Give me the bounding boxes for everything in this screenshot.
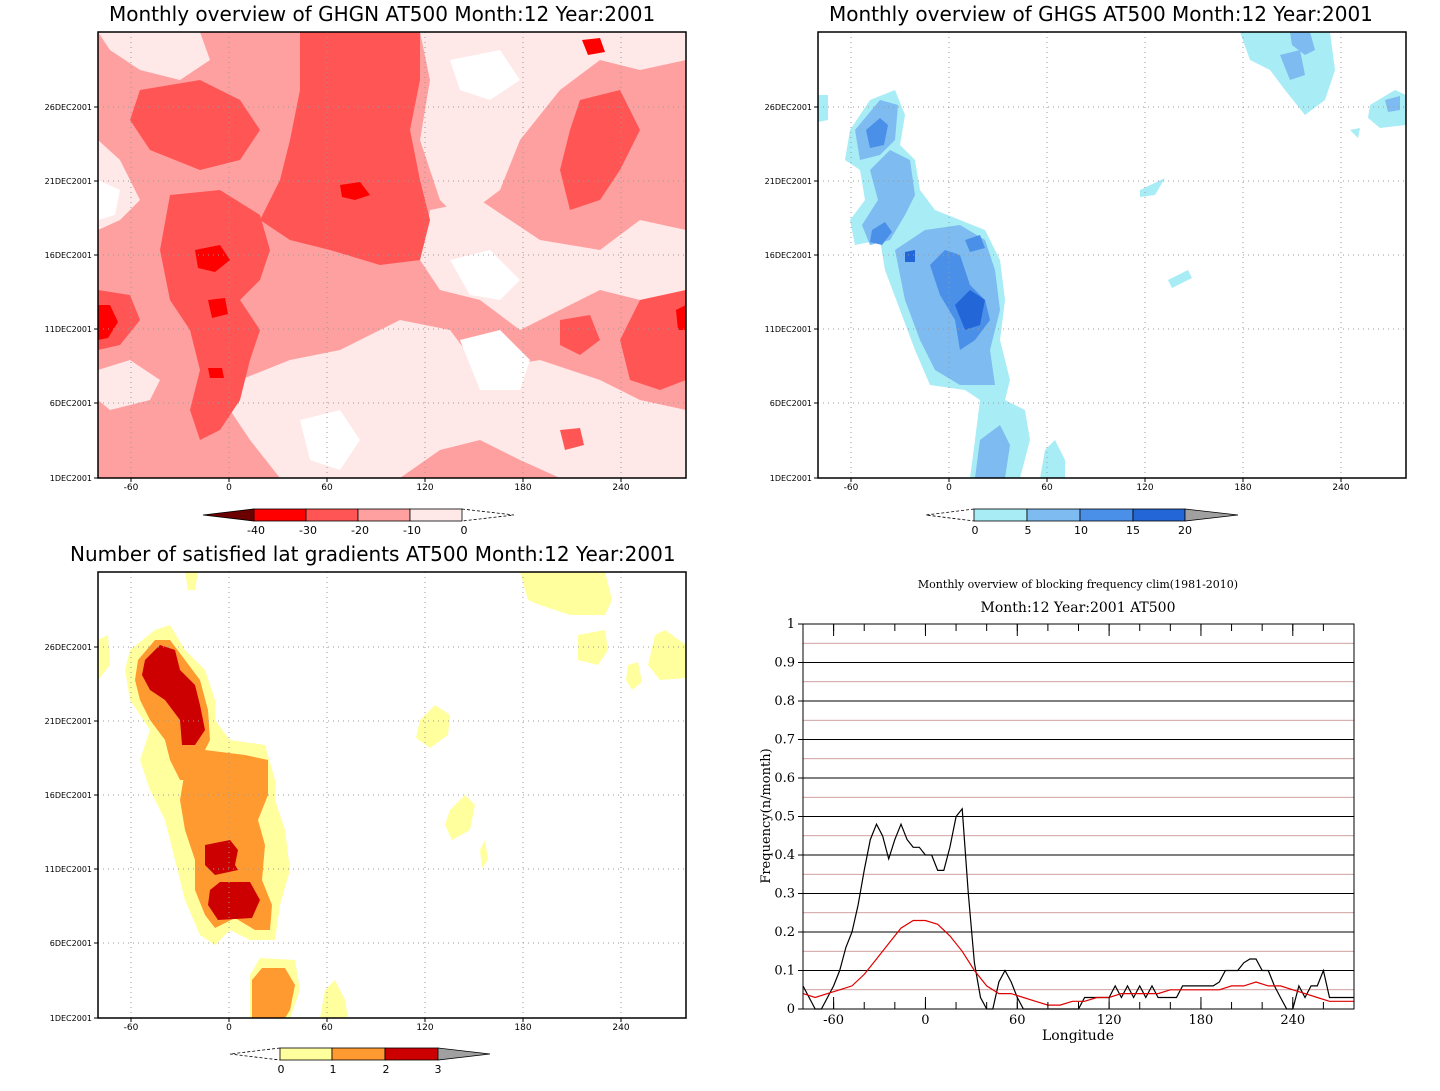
ghgn-colorbar [202, 508, 515, 522]
ghgn-field [98, 32, 686, 478]
gradients-xtick: 120 [416, 1023, 433, 1033]
ghgn-xtick: 0 [226, 483, 232, 493]
ghgs-ytick: 1DEC2001 [770, 474, 812, 483]
gradients-ytick: 1DEC2001 [50, 1014, 92, 1023]
y-tick-label: 0.8 [774, 694, 795, 709]
ghgn-ytick: 6DEC2001 [50, 399, 92, 408]
ghgs-ytick: 6DEC2001 [770, 399, 812, 408]
ghgs-grid [818, 32, 1406, 478]
ghgn-xtick: 60 [321, 483, 333, 493]
gradients-cbar-label: 1 [330, 1063, 337, 1076]
gradients-grid [98, 572, 686, 1018]
ghgs-xtick: 120 [1136, 483, 1153, 493]
line-chart-frame [802, 623, 1355, 1010]
ghgs-cbar-label: 5 [1025, 524, 1032, 537]
gradients-ytick: 6DEC2001 [50, 939, 92, 948]
gradients-xtick: -60 [124, 1023, 139, 1033]
gradients-cbar-label: 2 [383, 1063, 390, 1076]
ghgn-cbar-label: -40 [247, 524, 265, 537]
y-tick-label: 0.1 [774, 964, 795, 979]
ghgn-ytick: 16DEC2001 [45, 251, 92, 260]
ghgs-frame [817, 31, 1407, 479]
ghgn-cbar-label: -10 [403, 524, 421, 537]
ghgn-ytick: 26DEC2001 [45, 103, 92, 112]
y-tick-label: 0.7 [774, 733, 795, 748]
gradients-xtick: 240 [612, 1023, 629, 1033]
ghgs-xtick: 0 [946, 483, 952, 493]
ghgs-xtick: 60 [1041, 483, 1053, 493]
gradients-cbar-label: 0 [278, 1063, 285, 1076]
line-chart-xlabel: Longitude [1042, 1028, 1114, 1044]
gradients-ytick: 11DEC2001 [45, 865, 92, 874]
ghgn-frame [97, 31, 687, 479]
gradients-ytick: 21DEC2001 [45, 717, 92, 726]
line-chart-ylabel: Frequency(n/month) [759, 748, 774, 883]
line-chart-ticks [798, 623, 1355, 1010]
ghgs-ytick: 21DEC2001 [765, 177, 812, 186]
gradients-field [98, 572, 686, 1018]
ghgs-ytick: 16DEC2001 [765, 251, 812, 260]
ghgn-cbar-label: 0 [461, 524, 468, 537]
gradients-ytick: 26DEC2001 [45, 643, 92, 652]
ghgn-ticks [94, 106, 622, 482]
x-tick-label: 60 [1009, 1013, 1026, 1028]
ghgn-ytick: 1DEC2001 [50, 474, 92, 483]
gradients-xtick: 60 [321, 1023, 333, 1033]
y-tick-label: 0.3 [774, 887, 795, 902]
line-chart-subtitle: Month:12 Year:2001 AT500 [981, 600, 1176, 616]
line-chart-grid [803, 642, 1354, 991]
gradients-xtick: 180 [514, 1023, 531, 1033]
ghgn-grid [98, 32, 686, 478]
ghgs-xtick: -60 [844, 483, 859, 493]
ghgn-ytick: 11DEC2001 [45, 325, 92, 334]
ghgn-title: Monthly overview of GHGN AT500 Month:12 … [109, 2, 656, 26]
ghgs-title: Monthly overview of GHGS AT500 Month:12 … [829, 2, 1373, 26]
ghgn-xtick: -60 [124, 483, 139, 493]
y-tick-label: 0 [787, 1002, 795, 1017]
x-tick-label: 0 [921, 1013, 929, 1028]
y-tick-label: 0.2 [774, 925, 795, 940]
ghgn-xtick: 120 [416, 483, 433, 493]
x-tick-label: 120 [1097, 1013, 1122, 1028]
x-tick-label: 240 [1280, 1013, 1305, 1028]
ghgs-ytick: 26DEC2001 [765, 103, 812, 112]
gradients-cbar-label: 3 [435, 1063, 442, 1076]
line-chart-title: Monthly overview of blocking frequency c… [918, 578, 1238, 591]
ghgn-xtick: 180 [514, 483, 531, 493]
ghgs-xtick: 180 [1234, 483, 1251, 493]
black-series-line [802, 807, 1354, 1010]
gradients-colorbar [229, 1047, 491, 1061]
y-tick-label: 0.6 [774, 771, 795, 786]
ghgs-ytick: 11DEC2001 [765, 325, 812, 334]
gradients-title: Number of satisfied lat gradients AT500 … [70, 542, 676, 566]
ghgs-cbar-label: 20 [1178, 524, 1192, 537]
red-series-line [802, 919, 1354, 1006]
x-tick-label: 180 [1189, 1013, 1214, 1028]
ghgn-ytick: 21DEC2001 [45, 177, 92, 186]
ghgn-xtick: 240 [612, 483, 629, 493]
ghgs-xtick: 240 [1332, 483, 1349, 493]
gradients-ytick: 16DEC2001 [45, 791, 92, 800]
gradients-ticks [94, 646, 622, 1022]
y-tick-label: 0.9 [774, 656, 795, 671]
line-chart-series [802, 807, 1354, 1010]
y-tick-label: 1 [787, 617, 795, 632]
y-tick-label: 0.5 [774, 810, 795, 825]
y-tick-label: 0.4 [774, 848, 795, 863]
ghgs-cbar-label: 15 [1126, 524, 1140, 537]
ghgs-cbar-label: 0 [972, 524, 979, 537]
ghgs-field [818, 32, 1406, 478]
ghgs-ticks [814, 106, 1342, 482]
x-tick-label: -60 [823, 1013, 844, 1028]
ghgn-cbar-label: -30 [299, 524, 317, 537]
gradients-xtick: 0 [226, 1023, 232, 1033]
ghgs-cbar-label: 10 [1074, 524, 1088, 537]
ghgs-colorbar [925, 508, 1239, 522]
ghgn-cbar-label: -20 [351, 524, 369, 537]
gradients-frame [97, 571, 687, 1019]
